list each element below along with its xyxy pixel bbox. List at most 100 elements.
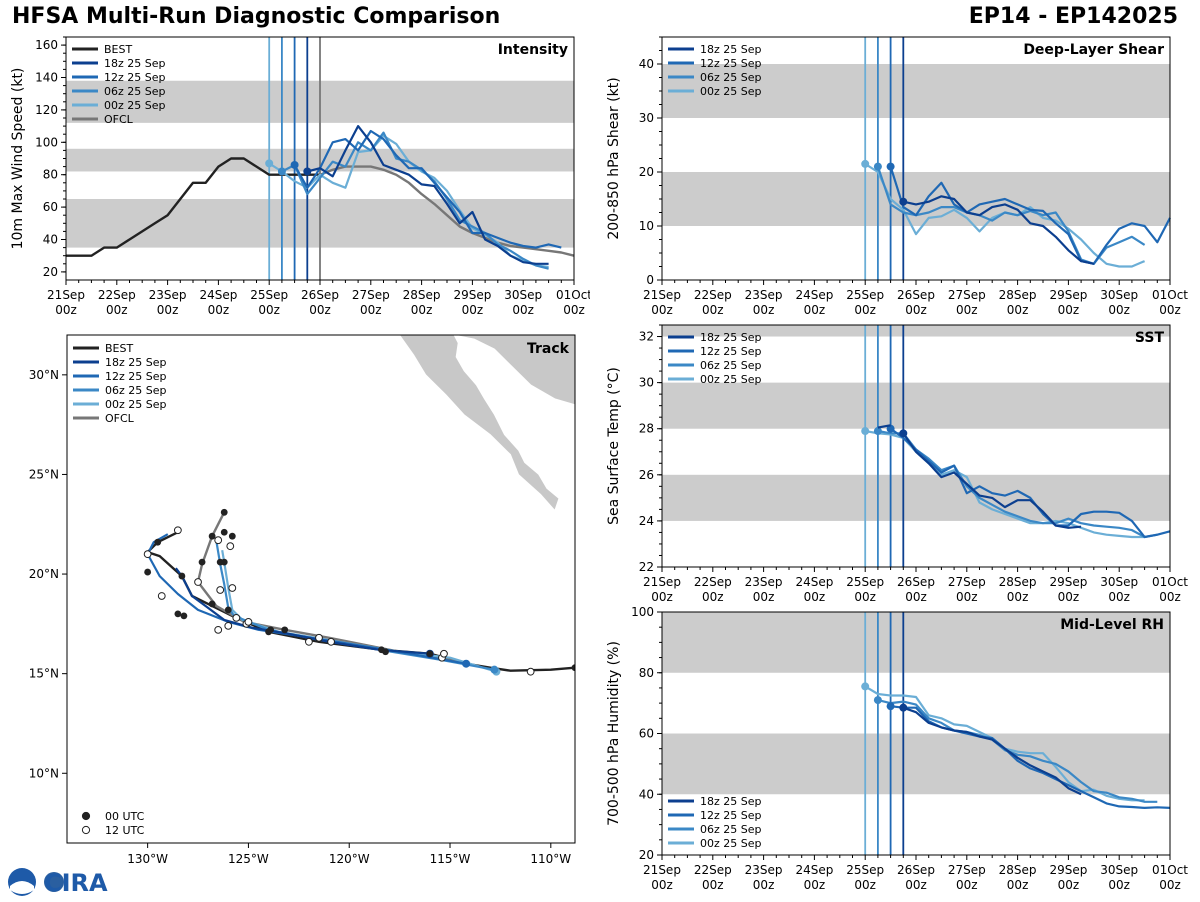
rh-xtick-label-line: 28Sep [999, 863, 1037, 877]
intensity-xtick-label: 25Sep 00z [250, 288, 288, 317]
shear-xtick-label-line: 28Sep [999, 288, 1037, 302]
track-dot-12utc [214, 536, 223, 545]
sst-xtick-label-line: 00z [804, 590, 826, 604]
shear-xtick-label-line: 00z [1108, 303, 1130, 317]
sst-ytick-label: 28 [639, 422, 654, 436]
shear-xtick-label-line: 26Sep [897, 288, 935, 302]
track-legend-label: OFCL [105, 412, 135, 425]
track-dot-12utc [232, 613, 241, 622]
track-xtick-label: 130°W [127, 852, 168, 866]
shear-series-18z [903, 195, 1095, 265]
intensity-legend-label: OFCL [104, 113, 134, 126]
track-dot-00utc [571, 664, 575, 672]
shear-ytick-label: 10 [639, 219, 654, 233]
intensity-legend-label: 00z 25 Sep [104, 99, 166, 112]
sst-legend-label: 18z 25 Sep [700, 331, 762, 344]
rh-xtick-label-line: 23Sep [745, 863, 783, 877]
sst-xtick-label-line: 28Sep [999, 575, 1037, 589]
sst-xtick-label-line: 23Sep [745, 575, 783, 589]
shear-band-0 [662, 172, 1170, 226]
shear-xtick-label: 29Sep 00z [1049, 288, 1087, 317]
track-map-bg [67, 335, 575, 843]
sst-xtick-label-line: 24Sep [795, 575, 833, 589]
intensity-xtick-label: 21Sep 00z [47, 288, 85, 317]
intensity-xtick-label-line: 00z [512, 303, 534, 317]
intensity-xtick-label-line: 00z [208, 303, 230, 317]
sst-xtick-label: 22Sep 00z [694, 575, 732, 604]
track-dot-12utc [173, 526, 182, 535]
sst-xtick-label-line: 00z [854, 590, 876, 604]
intensity-start-marker-00z [265, 159, 274, 168]
track-start-marker-12z [462, 659, 471, 668]
track-dot-00utc [220, 508, 228, 516]
rh-xtick-label-line: 22Sep [694, 863, 732, 877]
sst-ylabel: Sea Surface Temp (°C) [606, 367, 622, 525]
track-dot-00utc [198, 558, 206, 566]
sst-xtick-label-line: 21Sep [643, 575, 681, 589]
track-marker-legend-label: 12 UTC [105, 824, 145, 837]
rh-xtick-label: 21Sep 00z [643, 863, 681, 892]
sst-series-18z [902, 432, 1082, 529]
track-dot-12utc [305, 637, 313, 646]
rh-xtick-label: 22Sep 00z [694, 863, 732, 892]
track-legend-label: 06z 25 Sep [105, 384, 167, 397]
rh-xtick-label-line: 00z [1108, 878, 1130, 892]
intensity-ytick-label: 80 [43, 168, 58, 182]
sst-legend-label: 00z 25 Sep [700, 373, 762, 386]
sst-xtick-label: 01Oct 00z [1152, 575, 1188, 604]
track-title: Track [527, 341, 570, 357]
intensity-series-06z [281, 131, 549, 270]
track-ytick-label: 20°N [29, 567, 59, 581]
rh-ylabel: 700-500 hPa Humidity (%) [606, 641, 622, 826]
shear-start-marker-00z [861, 159, 870, 168]
rh-xtick-label: 23Sep 00z [745, 863, 783, 892]
sst-legend-label: 06z 25 Sep [700, 359, 762, 372]
shear-xtick-label: 27Sep 00z [948, 288, 986, 317]
track-dot-00utc [281, 626, 289, 634]
shear-ytick-label: 20 [639, 165, 654, 179]
track-dot-12utc [143, 550, 152, 559]
rh-band-0 [662, 733, 1170, 795]
sst-xtick-label-line: 30Sep [1100, 575, 1138, 589]
sst-legend-label: 12z 25 Sep [700, 345, 762, 358]
intensity-xtick-label: 28Sep 00z [403, 288, 441, 317]
rh-xtick-label: 26Sep 00z [897, 863, 935, 892]
track-dot-00utc [208, 532, 216, 540]
sst-xtick-label-line: 00z [753, 590, 775, 604]
sst-xtick-label-line: 00z [651, 590, 673, 604]
track-legend-label: 18z 25 Sep [105, 356, 167, 369]
intensity-xtick-label-line: 00z [563, 303, 585, 317]
shear-xtick-label: 01Oct 00z [1152, 288, 1188, 317]
page-title: HFSA Multi-Run Diagnostic Comparison [12, 4, 501, 29]
shear-xtick-label-line: 23Sep [745, 288, 783, 302]
sst-series-06z [877, 429, 1158, 539]
sst-start-marker-18z [899, 429, 908, 438]
intensity-xtick-label-line: 23Sep [149, 288, 187, 302]
sst-xtick-label: 24Sep 00z [795, 575, 833, 604]
shear-xtick-label-line: 27Sep [948, 288, 986, 302]
intensity-start-marker-18z [303, 167, 312, 176]
cira-logo-text: CIRA [44, 869, 108, 897]
track-xtick-label: 125°W [228, 852, 269, 866]
shear-legend-label: 06z 25 Sep [700, 71, 762, 84]
rh-xtick-label-line: 00z [956, 878, 978, 892]
sst-xtick-label-line: 01Oct [1152, 575, 1188, 589]
intensity-xtick-label-line: 22Sep [98, 288, 136, 302]
cira-logo: CIRA [4, 866, 114, 898]
shear-xtick-label-line: 00z [956, 303, 978, 317]
sst-xtick-label: 27Sep 00z [948, 575, 986, 604]
intensity-ytick-label: 20 [43, 265, 58, 279]
shear-legend-label: 12z 25 Sep [700, 57, 762, 70]
sst-band-2 [662, 325, 1170, 337]
shear-xtick-label-line: 00z [702, 303, 724, 317]
track-dot-00utc [180, 612, 188, 620]
intensity-xtick-label-line: 00z [360, 303, 382, 317]
sst-band-0 [662, 474, 1170, 521]
intensity-legend-label: 12z 25 Sep [104, 71, 166, 84]
rh-xtick-label-line: 00z [804, 878, 826, 892]
sst-xtick-label-line: 00z [702, 590, 724, 604]
track-legend-label: BEST [105, 342, 133, 355]
track-marker-legend-label: 00 UTC [105, 810, 145, 823]
